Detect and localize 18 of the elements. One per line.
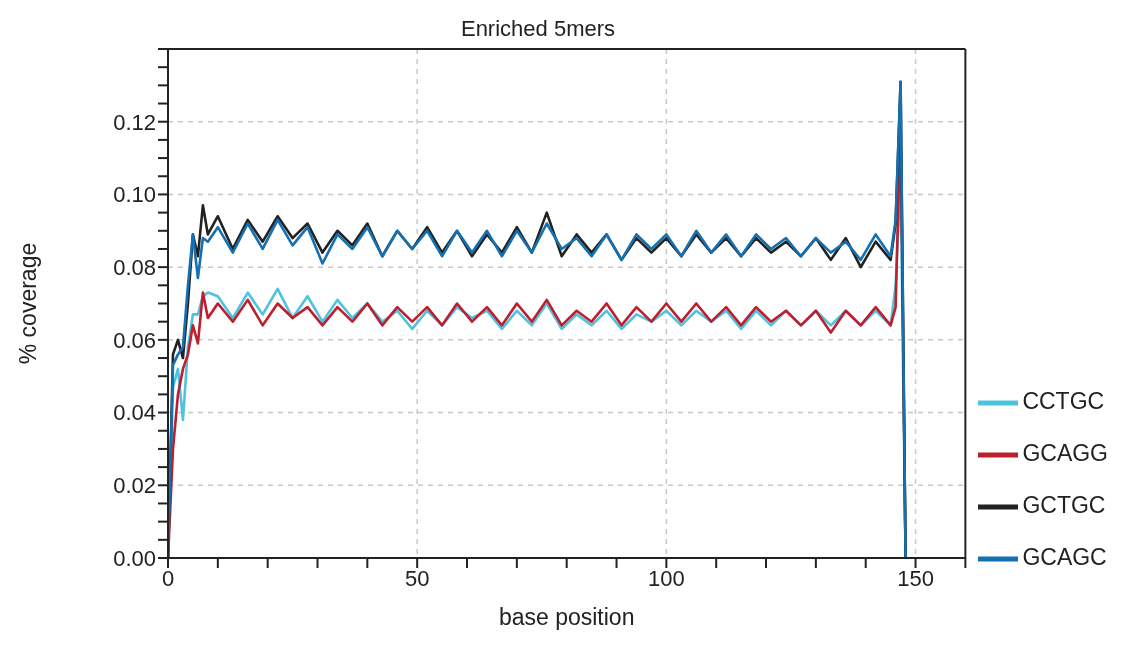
- x-tick-label: 100: [648, 565, 685, 591]
- y-tick-label: 0.00: [113, 545, 156, 571]
- y-tick-label: 0.02: [113, 473, 156, 499]
- y-tick-label: 0.08: [113, 254, 156, 280]
- y-tick-label: 0.10: [113, 182, 156, 208]
- legend-label: GCAGG: [1022, 440, 1108, 466]
- x-tick-label: 50: [404, 565, 430, 591]
- chart-title: Enriched 5mers: [459, 16, 617, 42]
- x-axis-title: base position: [498, 604, 635, 630]
- y-tick-label: 0.04: [113, 400, 156, 426]
- y-tick-label: 0.06: [113, 327, 156, 353]
- y-tick-label: 0.12: [113, 109, 156, 135]
- legend-label: CCTGC: [1022, 388, 1105, 414]
- legend-label: GCAGC: [1022, 544, 1107, 570]
- y-axis-title: % coverage: [15, 242, 42, 365]
- legend-label: GCTGC: [1022, 492, 1106, 518]
- x-tick-label: 0: [161, 565, 175, 591]
- x-tick-label: 150: [897, 565, 934, 591]
